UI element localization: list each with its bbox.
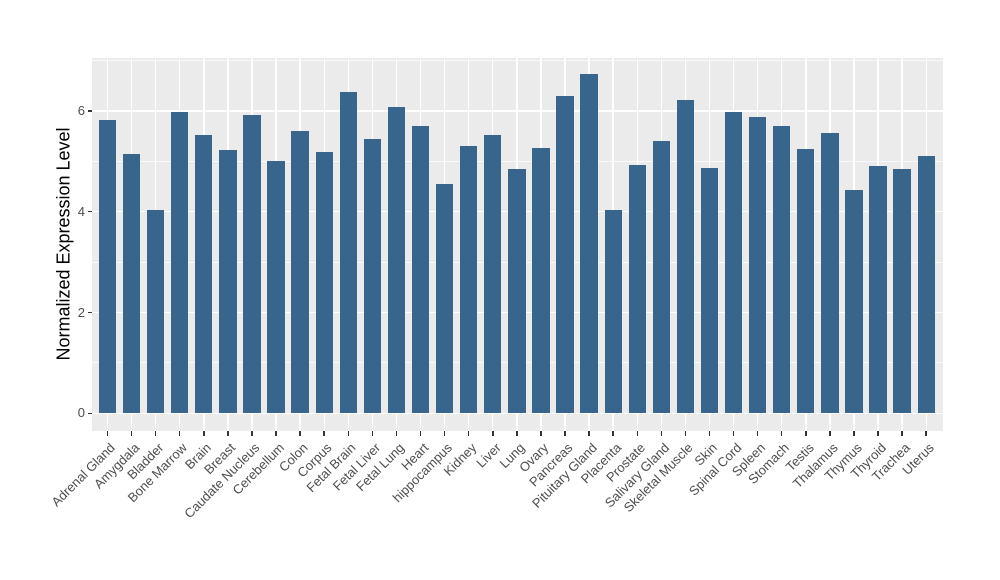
x-tick-pituitary-gland xyxy=(588,431,590,436)
bar-pancreas xyxy=(556,95,574,414)
x-tick-colon xyxy=(299,431,301,436)
x-tick-uterus xyxy=(925,431,927,436)
bar-hippocampus xyxy=(435,184,454,414)
x-tick-testis xyxy=(805,431,807,436)
bar-thyroid xyxy=(869,166,887,414)
x-tick-trachea xyxy=(901,431,903,436)
x-label-wrap-uterus: Uterus xyxy=(0,439,937,478)
y-axis-title: Normalized Expression Level xyxy=(53,127,74,361)
bar-heart xyxy=(411,126,430,414)
bar-thalamus xyxy=(821,133,839,414)
x-tick-salivary-gland xyxy=(660,431,663,436)
bar-spinal-cord xyxy=(724,111,743,414)
x-tick-adrenal-gland xyxy=(106,431,109,436)
x-label-uterus: Uterus xyxy=(899,440,937,478)
bar-spleen xyxy=(749,117,767,414)
x-tick-thalamus xyxy=(829,431,831,436)
x-tick-caudate-nucleus xyxy=(251,431,253,436)
bar-skeletal-muscle xyxy=(676,100,695,414)
bar-corpus xyxy=(315,151,333,414)
y-tick-label-0: 0 xyxy=(77,405,85,421)
x-tick-cerebellum xyxy=(275,431,277,436)
y-tick-label-2: 2 xyxy=(77,304,85,320)
bar-ovary xyxy=(532,148,550,414)
bar-caudate-nucleus xyxy=(243,115,261,414)
y-tick-label-4: 4 xyxy=(77,203,85,219)
x-tick-ovary xyxy=(540,431,542,436)
x-tick-spinal-cord xyxy=(732,431,735,436)
bar-fetal-liver xyxy=(363,139,382,414)
x-tick-bladder xyxy=(154,431,157,436)
x-tick-fetal-liver xyxy=(371,431,374,436)
x-tick-spleen xyxy=(756,431,759,436)
bar-brain xyxy=(195,134,213,414)
x-tick-hippocampus xyxy=(443,431,446,436)
bar-adrenal-gland xyxy=(98,119,117,414)
y-tick-6 xyxy=(87,110,92,112)
bar-bladder xyxy=(147,209,165,414)
x-tick-amygdala xyxy=(130,431,133,436)
x-tick-skin xyxy=(708,431,711,436)
bar-stomach xyxy=(773,126,791,414)
x-tick-prostate xyxy=(636,431,638,436)
bar-fetal-brain xyxy=(339,92,357,414)
bar-kidney xyxy=(460,145,478,414)
x-tick-liver xyxy=(492,431,494,436)
bar-liver xyxy=(484,135,502,414)
x-tick-pancreas xyxy=(564,431,566,436)
bar-colon xyxy=(291,130,309,414)
bar-trachea xyxy=(893,169,911,414)
bar-skin xyxy=(700,168,719,414)
x-tick-skeletal-muscle xyxy=(684,431,687,436)
x-tick-heart xyxy=(419,431,422,436)
x-tick-fetal-lung xyxy=(395,431,398,436)
bar-placenta xyxy=(604,210,622,414)
x-tick-thymus xyxy=(853,431,855,436)
y-tick-0 xyxy=(87,412,92,415)
plot-panel xyxy=(92,58,943,431)
bar-lung xyxy=(508,169,526,414)
y-tick-4 xyxy=(87,210,92,213)
x-tick-kidney xyxy=(467,431,470,436)
x-tick-stomach xyxy=(780,431,783,436)
x-tick-breast xyxy=(227,431,229,436)
bar-cerebellum xyxy=(267,160,285,414)
x-tick-fetal-brain xyxy=(347,431,350,436)
bar-fetal-lung xyxy=(387,107,406,414)
bar-uterus xyxy=(917,156,935,414)
bar-bone-marrow xyxy=(171,112,189,414)
bar-thymus xyxy=(845,190,863,414)
x-tick-lung xyxy=(516,431,518,436)
bar-amygdala xyxy=(122,154,141,414)
bar-salivary-gland xyxy=(652,140,670,414)
x-tick-corpus xyxy=(323,431,325,436)
x-tick-brain xyxy=(203,431,205,436)
y-tick-label-6: 6 xyxy=(77,102,85,118)
y-tick-2 xyxy=(87,311,92,314)
x-tick-placenta xyxy=(612,431,614,436)
bar-pituitary-gland xyxy=(580,74,598,414)
bar-prostate xyxy=(628,165,646,414)
bar-breast xyxy=(219,150,237,414)
x-tick-bone-marrow xyxy=(178,431,181,436)
bar-testis xyxy=(797,148,815,414)
x-tick-thyroid xyxy=(877,431,879,436)
